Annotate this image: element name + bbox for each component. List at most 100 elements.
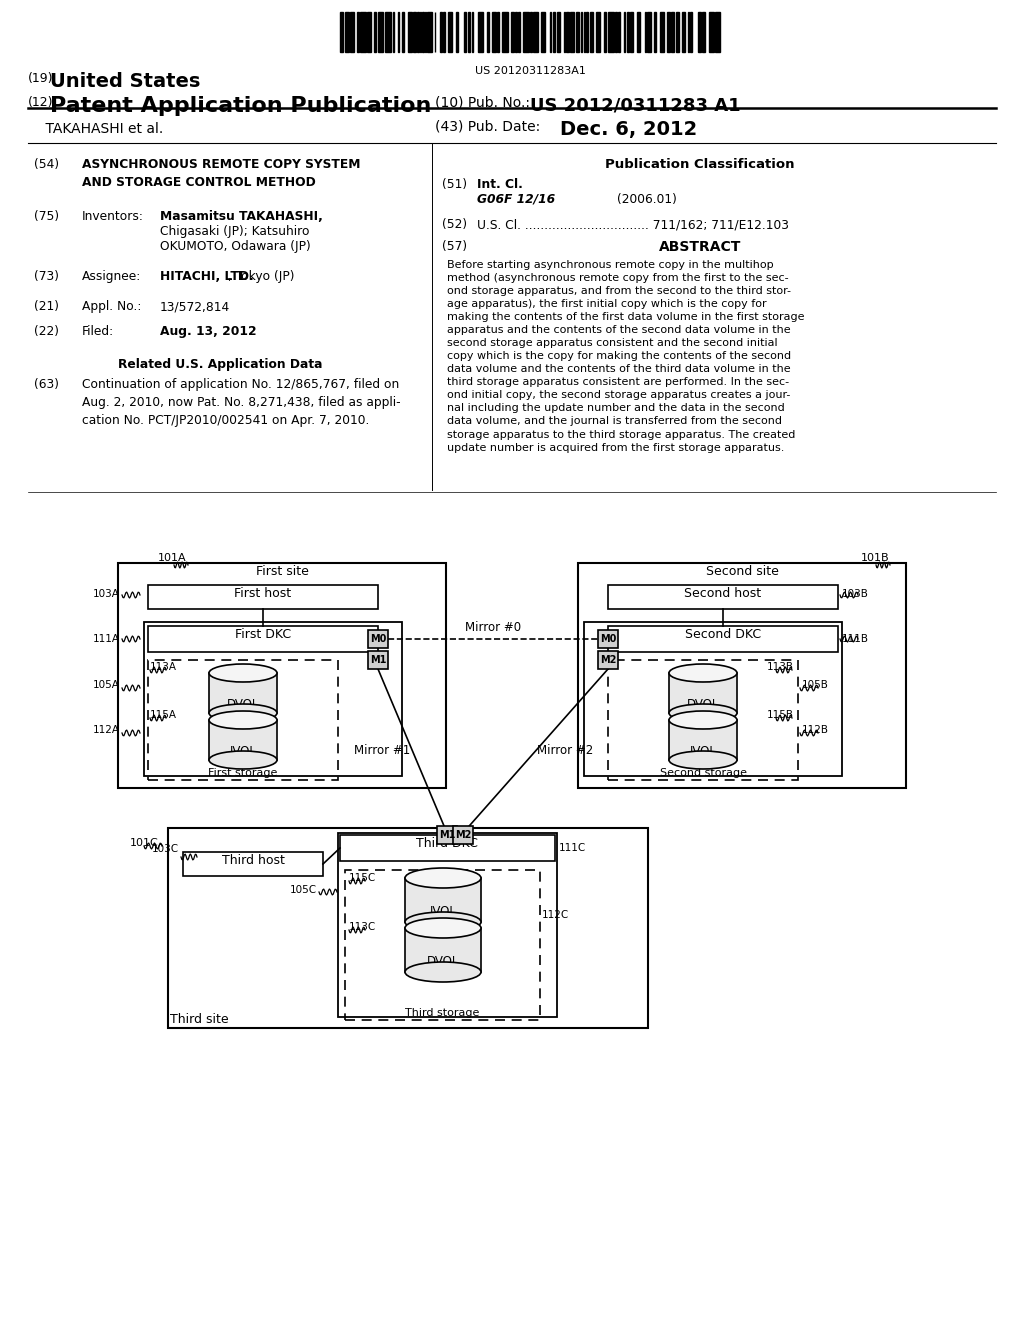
Text: Second DKC: Second DKC <box>685 628 761 642</box>
Bar <box>338 833 557 1016</box>
Bar <box>603 12 605 51</box>
Bar <box>183 851 323 876</box>
Text: First site: First site <box>256 565 308 578</box>
Text: HITACHI, LTD.: HITACHI, LTD. <box>160 271 254 282</box>
Bar <box>624 12 626 51</box>
Ellipse shape <box>406 912 481 932</box>
Bar <box>487 12 489 51</box>
Text: (22): (22) <box>34 325 59 338</box>
Bar <box>669 719 737 760</box>
Text: 113A: 113A <box>150 663 177 672</box>
Bar <box>406 878 481 921</box>
Text: Mirror #2: Mirror #2 <box>537 744 593 758</box>
Text: M1: M1 <box>370 655 386 665</box>
Text: (10) Pub. No.:: (10) Pub. No.: <box>435 96 530 110</box>
Bar <box>690 12 692 51</box>
Text: Patent Application Publication: Patent Application Publication <box>50 96 431 116</box>
Text: 111B: 111B <box>842 634 869 644</box>
Text: (75): (75) <box>34 210 59 223</box>
Ellipse shape <box>209 751 278 770</box>
Text: Int. Cl.: Int. Cl. <box>477 178 523 191</box>
Bar <box>518 12 520 51</box>
Text: (19): (19) <box>28 73 53 84</box>
Bar <box>449 12 453 51</box>
Bar <box>408 12 412 51</box>
Bar <box>148 626 378 652</box>
Bar <box>557 12 560 51</box>
Bar <box>715 12 720 51</box>
Bar <box>367 12 371 51</box>
Text: JVOL: JVOL <box>429 906 457 917</box>
Text: Before starting asynchronous remote copy in the multihop
method (asynchronous re: Before starting asynchronous remote copy… <box>447 260 805 453</box>
Text: 103C: 103C <box>152 843 179 854</box>
Bar <box>345 12 349 51</box>
Text: M2: M2 <box>600 655 616 665</box>
Bar <box>586 12 588 51</box>
Bar <box>669 673 737 713</box>
Ellipse shape <box>406 917 481 939</box>
Ellipse shape <box>406 869 481 888</box>
Bar <box>682 12 685 51</box>
Text: U.S. Cl. ................................ 711/162; 711/E12.103: U.S. Cl. ...............................… <box>477 218 790 231</box>
Text: Second site: Second site <box>706 565 778 578</box>
Bar <box>357 12 358 51</box>
Text: Mirror #1: Mirror #1 <box>354 744 411 758</box>
Text: Chigasaki (JP); Katsuhiro: Chigasaki (JP); Katsuhiro <box>160 224 309 238</box>
Text: Mirror #0: Mirror #0 <box>465 620 521 634</box>
Ellipse shape <box>406 962 481 982</box>
Bar <box>359 12 366 51</box>
Text: M0: M0 <box>600 634 616 644</box>
Bar <box>350 12 354 51</box>
Text: M1: M1 <box>439 830 456 840</box>
Bar <box>523 12 529 51</box>
Bar <box>374 12 376 51</box>
Text: 101C: 101C <box>130 838 159 847</box>
Ellipse shape <box>669 751 737 770</box>
Text: ABSTRACT: ABSTRACT <box>658 240 741 253</box>
Text: (54): (54) <box>34 158 59 172</box>
Bar <box>608 626 838 652</box>
Bar <box>608 585 838 609</box>
Bar <box>368 651 388 669</box>
Text: 105C: 105C <box>290 884 317 895</box>
Bar <box>417 12 419 51</box>
Text: First host: First host <box>234 587 292 601</box>
Ellipse shape <box>669 664 737 682</box>
Bar <box>478 12 483 51</box>
Ellipse shape <box>209 664 278 682</box>
Bar <box>654 12 656 51</box>
Bar <box>148 585 378 609</box>
Bar <box>148 660 338 780</box>
Bar <box>584 622 842 776</box>
Bar <box>598 630 618 648</box>
Bar <box>368 630 388 648</box>
Text: Assignee:: Assignee: <box>82 271 141 282</box>
Bar <box>575 12 579 51</box>
Text: Filed:: Filed: <box>82 325 114 338</box>
Text: (2006.01): (2006.01) <box>617 193 677 206</box>
Text: Appl. No.:: Appl. No.: <box>82 300 141 313</box>
Bar <box>340 836 555 861</box>
Bar <box>378 12 383 51</box>
Bar <box>437 826 457 843</box>
Text: 115C: 115C <box>349 873 376 883</box>
Text: Inventors:: Inventors: <box>82 210 144 223</box>
Text: Third DKC: Third DKC <box>416 837 478 850</box>
Text: Dec. 6, 2012: Dec. 6, 2012 <box>560 120 697 139</box>
Ellipse shape <box>669 704 737 722</box>
Bar <box>660 12 665 51</box>
Bar <box>608 660 798 780</box>
Text: Continuation of application No. 12/865,767, filed on
Aug. 2, 2010, now Pat. No. : Continuation of application No. 12/865,7… <box>82 378 400 426</box>
Text: M0: M0 <box>370 634 386 644</box>
Text: JVOL: JVOL <box>229 744 256 758</box>
Text: 13/572,814: 13/572,814 <box>160 300 230 313</box>
Bar <box>515 12 517 51</box>
Bar <box>598 651 618 669</box>
Text: 113C: 113C <box>349 921 376 932</box>
Bar <box>118 564 446 788</box>
Bar <box>209 719 278 760</box>
Text: (51): (51) <box>442 178 467 191</box>
Bar <box>443 12 445 51</box>
Bar <box>427 12 431 51</box>
Bar <box>596 12 600 51</box>
